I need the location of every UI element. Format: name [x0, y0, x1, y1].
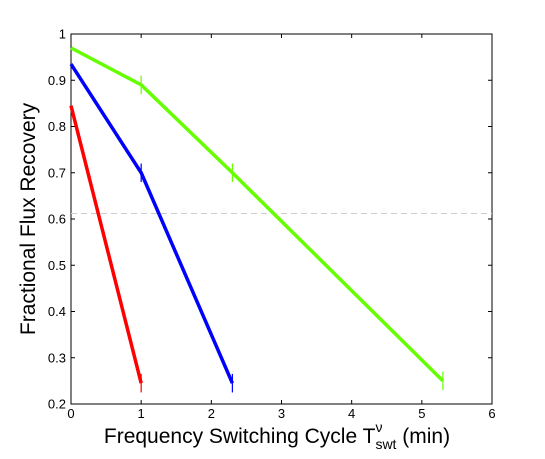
x-tick-label: 3 — [278, 406, 285, 421]
x-tick-label: 0 — [67, 406, 74, 421]
y-tick-label: 0.4 — [48, 304, 66, 319]
x-tick-label: 2 — [208, 406, 215, 421]
y-tick-label: 0.9 — [48, 73, 66, 88]
x-tick-label: 4 — [348, 406, 355, 421]
y-axis-title: Fractional Flux Recovery — [17, 102, 40, 335]
x-tick-label: 1 — [138, 406, 145, 421]
x-axis-title-sub: swt — [375, 436, 396, 452]
x-tick-label: 5 — [418, 406, 425, 421]
series-layer — [69, 46, 445, 393]
y-tick-label: 0.8 — [48, 119, 66, 134]
y-tick-label: 0.5 — [48, 258, 66, 273]
ticks-layer: 0 1 2 3 4 5 6 0.2 0.3 0.4 0.5 0.6 0.7 0.8 0.9 1 — [48, 27, 496, 422]
x-axis-title-sup: ν — [375, 419, 382, 435]
y-tick-label: 0.7 — [48, 165, 66, 180]
x-axis-title-suffix: (min) — [396, 425, 450, 448]
y-tick-label: 0.6 — [48, 212, 66, 227]
series-line-3 — [70, 46, 445, 383]
series-line-1 — [69, 105, 143, 384]
x-tick-label: 6 — [488, 406, 495, 421]
y-tick-label: 1 — [59, 27, 66, 42]
x-axis-title: Frequency Switching Cycle Tν swt (min) — [104, 419, 450, 452]
x-axis-title-main: Frequency Switching Cycle T — [104, 425, 376, 448]
y-tick-label: 0.3 — [48, 350, 66, 365]
y-tick-label: 0.2 — [48, 397, 66, 412]
